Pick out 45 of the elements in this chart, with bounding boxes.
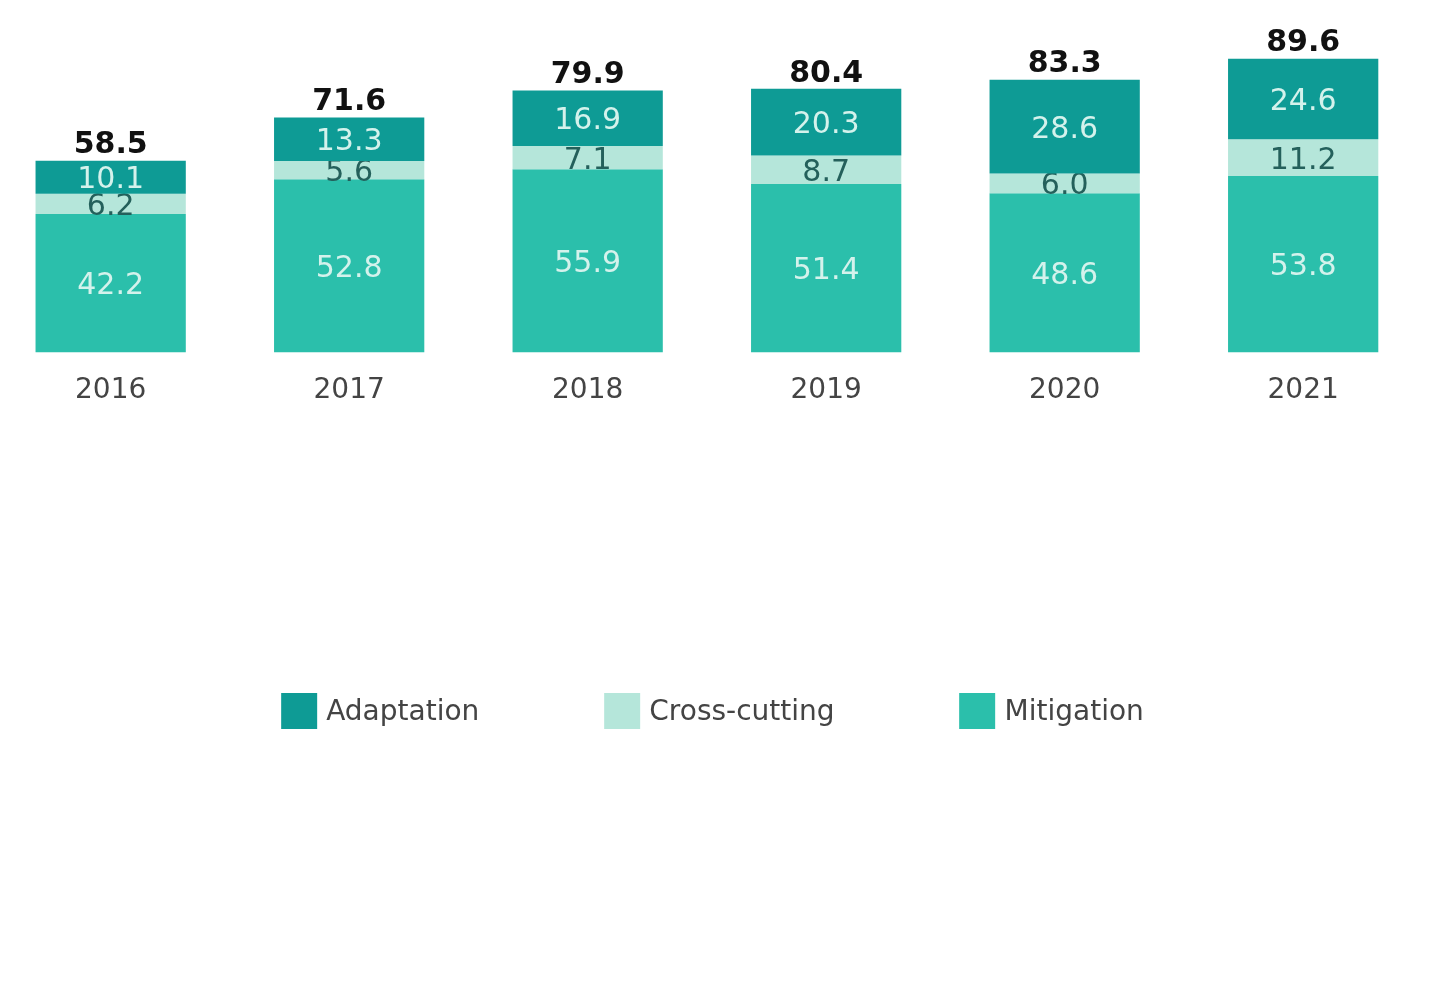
x-tick-label: 2019: [790, 371, 862, 405]
bar: [35, 214, 186, 353]
data-label: 24.6: [1269, 82, 1337, 118]
total-label: 58.5: [73, 125, 148, 161]
x-tick-label: 2017: [313, 371, 385, 405]
x-tick-label: 2021: [1267, 371, 1339, 405]
bar: [35, 160, 186, 194]
bar: [1228, 176, 1379, 353]
data-label: 51.4: [792, 251, 860, 287]
data-label: 6.0: [1040, 166, 1089, 202]
data-label: 8.7: [802, 152, 851, 188]
data-label: 53.8: [1269, 247, 1337, 283]
total-label: 71.6: [312, 82, 387, 118]
x-tick-label: 2018: [552, 371, 624, 405]
data-label: 55.9: [554, 243, 622, 279]
legend-label: Cross-cutting: [649, 693, 835, 727]
data-label: 7.1: [563, 140, 612, 176]
bar: [989, 193, 1140, 353]
bar: [1228, 58, 1379, 140]
bar: [1228, 139, 1379, 177]
bar: [512, 90, 663, 146]
data-label: 11.2: [1269, 140, 1337, 176]
bar: [989, 79, 1140, 174]
data-label: 20.3: [792, 105, 860, 141]
bar: [274, 117, 425, 161]
x-tick-label: 2016: [75, 371, 147, 405]
total-label: 89.6: [1266, 23, 1341, 59]
data-label: 42.2: [77, 266, 145, 302]
total-label: 80.4: [789, 53, 864, 89]
bar: [512, 145, 663, 170]
bar: [512, 169, 663, 353]
x-tick-label: 2020: [1029, 371, 1101, 405]
data-label: 28.6: [1031, 109, 1099, 145]
bar: [751, 155, 902, 184]
bar: [274, 179, 425, 353]
data-label: 52.8: [315, 248, 383, 284]
legend-label: Mitigation: [1004, 693, 1144, 727]
data-label: 13.3: [315, 122, 383, 158]
total-label: 83.3: [1027, 44, 1102, 80]
bar: [751, 183, 902, 353]
total-label: 79.9: [550, 55, 625, 91]
bar: [751, 88, 902, 156]
legend-label: Adaptation: [326, 693, 480, 727]
data-label: 16.9: [554, 101, 622, 137]
data-label: 48.6: [1031, 255, 1099, 291]
